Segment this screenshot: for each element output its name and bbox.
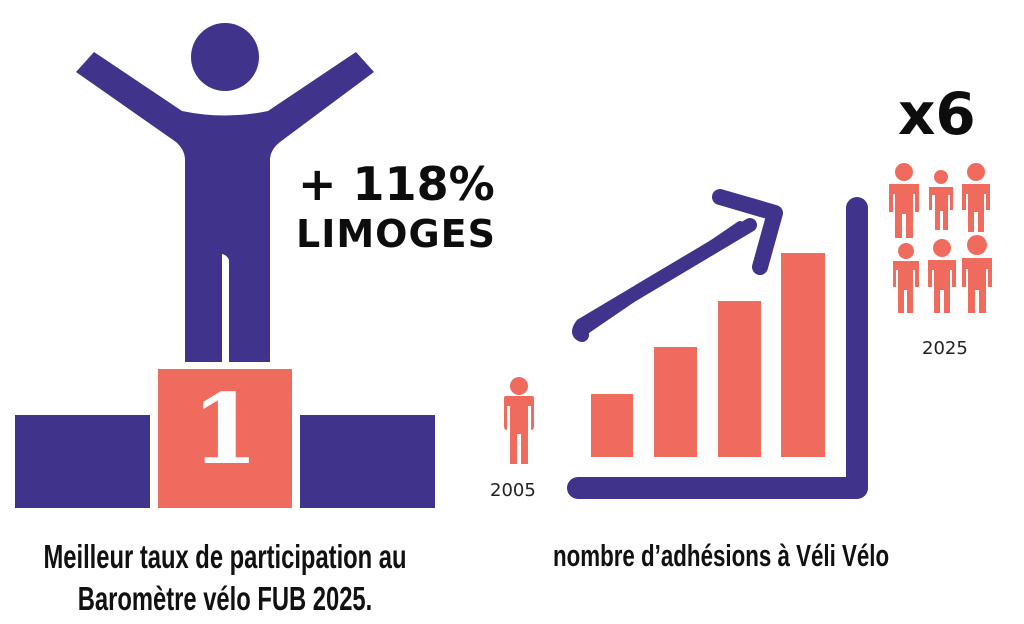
chart-bar-3 (718, 301, 761, 457)
chart-bar-1 (591, 394, 633, 457)
multiplier-label: x6 (898, 80, 976, 148)
podium-first-block (158, 369, 292, 508)
podium-left-block (15, 415, 150, 508)
winner-person-icon (76, 23, 374, 362)
chart-axis (567, 197, 868, 499)
trend-arrow-icon (572, 189, 783, 342)
chart-bar-4 (781, 253, 825, 457)
people-group-2025-icon (889, 163, 992, 313)
person-2005-icon (504, 377, 534, 464)
right-caption: nombre d’adhésions à Véli Vélo (553, 538, 890, 573)
year-start-label: 2005 (490, 480, 536, 501)
chart-bar-2 (654, 347, 697, 457)
podium-right-block (300, 415, 435, 508)
stat-city: LIMOGES (296, 212, 496, 256)
stat-percentage: + 118% (298, 157, 495, 211)
podium-rank-number: 1 (191, 373, 259, 486)
year-end-label: 2025 (922, 338, 968, 359)
left-caption-line1: Meilleur taux de participation au (43, 538, 407, 575)
left-caption-line2: Baromètre vélo FUB 2025. (77, 580, 373, 617)
